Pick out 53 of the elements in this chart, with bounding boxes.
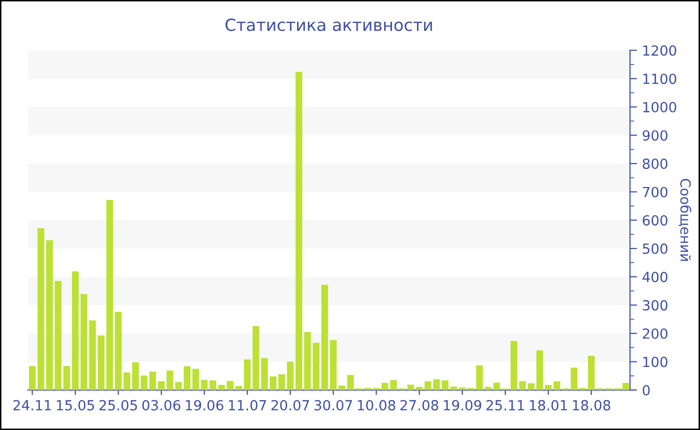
bar <box>544 384 552 390</box>
y-tick-label: 500 <box>642 243 668 254</box>
x-tick-label: 27.08 <box>400 400 438 410</box>
bar <box>28 366 36 390</box>
x-tick-label: 18.08 <box>572 400 610 410</box>
bar <box>622 382 630 390</box>
y-tick-label: 0 <box>642 384 650 396</box>
bar <box>416 386 423 390</box>
bar <box>286 362 294 390</box>
bar <box>588 356 595 390</box>
y-tick-label: 1200 <box>643 45 676 56</box>
y-axis-title: Сообщений <box>678 178 692 261</box>
x-tick-label: 24.11 <box>13 400 51 410</box>
x-tick-label: 03.06 <box>142 400 180 410</box>
y-tick-label: 700 <box>642 186 668 198</box>
y-tick-label: 1100 <box>643 74 676 84</box>
x-tick-label: 25.11 <box>486 400 524 410</box>
x-tick-label: 19.09 <box>444 400 482 410</box>
chart-title: Статистика активности <box>226 18 432 32</box>
bar <box>149 372 156 390</box>
bar <box>106 200 114 390</box>
bar <box>192 368 200 390</box>
bar <box>114 312 122 390</box>
x-tick-label: 18.01 <box>530 400 567 410</box>
bar <box>450 386 458 390</box>
x-tick-label: 20.07 <box>271 400 309 410</box>
bar <box>330 340 337 390</box>
bar <box>458 387 466 390</box>
x-tick-label: 15.05 <box>56 400 94 410</box>
x-tick-label: 11.07 <box>228 400 266 410</box>
bar <box>278 374 286 390</box>
y-tick-label: 600 <box>642 215 668 226</box>
x-tick-label: 30.07 <box>314 400 352 410</box>
bar <box>63 366 70 390</box>
y-tick-label: 400 <box>642 272 668 282</box>
bar <box>407 384 414 390</box>
bar <box>536 350 544 390</box>
bar <box>200 380 208 390</box>
x-tick-label: 25.05 <box>99 400 137 410</box>
bar <box>321 284 328 390</box>
y-tick-label: 1000 <box>643 102 676 112</box>
x-tick-label: 10.08 <box>358 400 396 410</box>
bar <box>235 386 242 390</box>
y-tick-label: 800 <box>642 158 668 170</box>
x-tick-label: 19.06 <box>186 400 224 410</box>
y-tick-label: 200 <box>642 328 668 339</box>
bar <box>493 382 500 390</box>
bar <box>244 359 251 390</box>
bar <box>158 381 165 390</box>
y-tick-label: 100 <box>643 356 668 368</box>
bar <box>72 271 79 390</box>
y-tick-label: 900 <box>642 130 668 141</box>
y-tick-label: 300 <box>642 300 668 311</box>
